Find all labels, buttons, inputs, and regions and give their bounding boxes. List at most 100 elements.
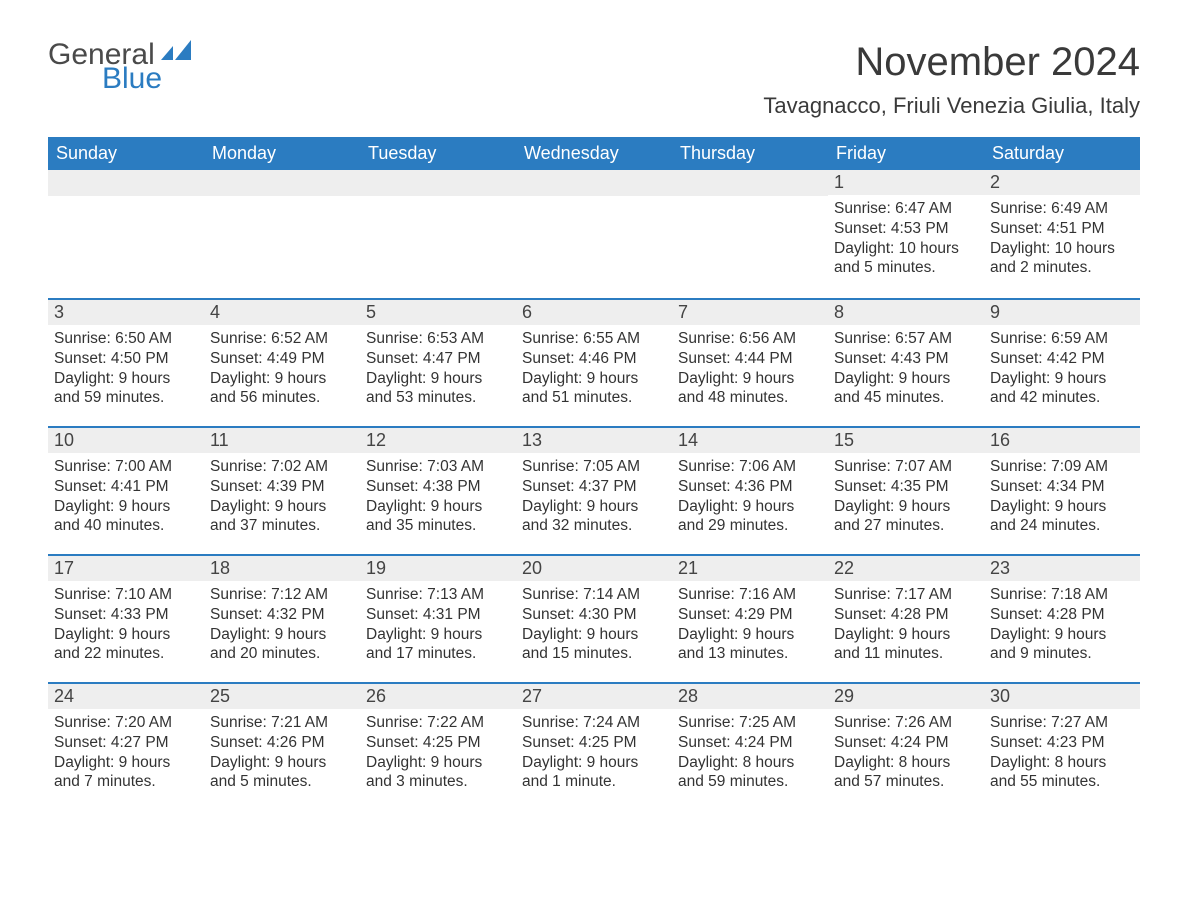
day-body: Sunrise: 7:07 AMSunset: 4:35 PMDaylight:…: [828, 453, 984, 540]
daylight-text: Daylight: 9 hours and 15 minutes.: [522, 625, 666, 665]
daylight-text: Daylight: 8 hours and 59 minutes.: [678, 753, 822, 793]
daylight-text: Daylight: 9 hours and 7 minutes.: [54, 753, 198, 793]
sunset-text: Sunset: 4:28 PM: [990, 605, 1134, 625]
day-number-bar: 23: [984, 554, 1140, 581]
daylight-text: Daylight: 9 hours and 42 minutes.: [990, 369, 1134, 409]
sunrise-text: Sunrise: 7:22 AM: [366, 713, 510, 733]
sunrise-text: Sunrise: 7:18 AM: [990, 585, 1134, 605]
sunrise-text: Sunrise: 7:25 AM: [678, 713, 822, 733]
day-body: Sunrise: 7:10 AMSunset: 4:33 PMDaylight:…: [48, 581, 204, 668]
day-number-bar: 10: [48, 426, 204, 453]
day-number-bar: 3: [48, 298, 204, 325]
header-row: General Blue November 2024 Tavagnacco, F…: [48, 40, 1140, 119]
day-cell: 9Sunrise: 6:59 AMSunset: 4:42 PMDaylight…: [984, 298, 1140, 426]
sunrise-text: Sunrise: 7:09 AM: [990, 457, 1134, 477]
sunrise-text: Sunrise: 7:02 AM: [210, 457, 354, 477]
day-number-bar: 29: [828, 682, 984, 709]
sunrise-text: Sunrise: 7:17 AM: [834, 585, 978, 605]
day-body: Sunrise: 6:52 AMSunset: 4:49 PMDaylight:…: [204, 325, 360, 412]
day-cell: 8Sunrise: 6:57 AMSunset: 4:43 PMDaylight…: [828, 298, 984, 426]
sunrise-text: Sunrise: 7:03 AM: [366, 457, 510, 477]
sunset-text: Sunset: 4:36 PM: [678, 477, 822, 497]
sunset-text: Sunset: 4:47 PM: [366, 349, 510, 369]
day-number-bar: 28: [672, 682, 828, 709]
day-cell: 25Sunrise: 7:21 AMSunset: 4:26 PMDayligh…: [204, 682, 360, 810]
day-cell: 3Sunrise: 6:50 AMSunset: 4:50 PMDaylight…: [48, 298, 204, 426]
day-cell: 16Sunrise: 7:09 AMSunset: 4:34 PMDayligh…: [984, 426, 1140, 554]
day-cell: 4Sunrise: 6:52 AMSunset: 4:49 PMDaylight…: [204, 298, 360, 426]
sunset-text: Sunset: 4:25 PM: [522, 733, 666, 753]
sunset-text: Sunset: 4:29 PM: [678, 605, 822, 625]
sunset-text: Sunset: 4:46 PM: [522, 349, 666, 369]
day-body: Sunrise: 7:09 AMSunset: 4:34 PMDaylight:…: [984, 453, 1140, 540]
week-row: 24Sunrise: 7:20 AMSunset: 4:27 PMDayligh…: [48, 682, 1140, 810]
day-body: Sunrise: 7:26 AMSunset: 4:24 PMDaylight:…: [828, 709, 984, 796]
day-body: Sunrise: 7:06 AMSunset: 4:36 PMDaylight:…: [672, 453, 828, 540]
day-cell: 24Sunrise: 7:20 AMSunset: 4:27 PMDayligh…: [48, 682, 204, 810]
logo-sail-icon: [161, 38, 195, 71]
sunrise-text: Sunrise: 7:20 AM: [54, 713, 198, 733]
day-cell: 11 Sunrise: 7:02 AMSunset: 4:39 PMDayligh…: [204, 426, 360, 554]
sunset-text: Sunset: 4:39 PM: [210, 477, 354, 497]
day-number-bar: 24: [48, 682, 204, 709]
day-cell: 15Sunrise: 7:07 AMSunset: 4:35 PMDayligh…: [828, 426, 984, 554]
day-number-bar: 22: [828, 554, 984, 581]
day-header-cell: Thursday: [672, 137, 828, 170]
day-cell: 23Sunrise: 7:18 AMSunset: 4:28 PMDayligh…: [984, 554, 1140, 682]
day-number-bar: 6: [516, 298, 672, 325]
week-row: 10Sunrise: 7:00 AMSunset: 4:41 PMDayligh…: [48, 426, 1140, 554]
day-body: Sunrise: 7:17 AMSunset: 4:28 PMDaylight:…: [828, 581, 984, 668]
sunset-text: Sunset: 4:44 PM: [678, 349, 822, 369]
sunset-text: Sunset: 4:50 PM: [54, 349, 198, 369]
daylight-text: Daylight: 9 hours and 37 minutes.: [210, 497, 354, 537]
sunrise-text: Sunrise: 7:12 AM: [210, 585, 354, 605]
sunset-text: Sunset: 4:43 PM: [834, 349, 978, 369]
daylight-text: Daylight: 8 hours and 57 minutes.: [834, 753, 978, 793]
sunrise-text: Sunrise: 7:10 AM: [54, 585, 198, 605]
day-number-bar-empty: [48, 170, 204, 196]
day-body: Sunrise: 7:00 AMSunset: 4:41 PMDaylight:…: [48, 453, 204, 540]
daylight-text: Daylight: 9 hours and 32 minutes.: [522, 497, 666, 537]
day-body: Sunrise: 7:21 AMSunset: 4:26 PMDaylight:…: [204, 709, 360, 796]
day-number-bar: 16: [984, 426, 1140, 453]
day-body: Sunrise: 7:12 AMSunset: 4:32 PMDaylight:…: [204, 581, 360, 668]
day-body: Sunrise: 7:18 AMSunset: 4:28 PMDaylight:…: [984, 581, 1140, 668]
weeks-container: 1Sunrise: 6:47 AMSunset: 4:53 PMDaylight…: [48, 170, 1140, 810]
day-number-bar-empty: [516, 170, 672, 196]
day-cell: 29Sunrise: 7:26 AMSunset: 4:24 PMDayligh…: [828, 682, 984, 810]
day-number-bar: 21: [672, 554, 828, 581]
sunset-text: Sunset: 4:31 PM: [366, 605, 510, 625]
sunrise-text: Sunrise: 7:24 AM: [522, 713, 666, 733]
day-number-bar: 14: [672, 426, 828, 453]
daylight-text: Daylight: 9 hours and 35 minutes.: [366, 497, 510, 537]
day-number-bar: 20: [516, 554, 672, 581]
daylight-text: Daylight: 9 hours and 11 minutes.: [834, 625, 978, 665]
sunrise-text: Sunrise: 7:13 AM: [366, 585, 510, 605]
week-row: 17Sunrise: 7:10 AMSunset: 4:33 PMDayligh…: [48, 554, 1140, 682]
sunset-text: Sunset: 4:24 PM: [834, 733, 978, 753]
day-number-bar: 11: [204, 426, 360, 453]
day-body: Sunrise: 6:55 AMSunset: 4:46 PMDaylight:…: [516, 325, 672, 412]
daylight-text: Daylight: 9 hours and 17 minutes.: [366, 625, 510, 665]
day-number-bar: 4: [204, 298, 360, 325]
daylight-text: Daylight: 8 hours and 55 minutes.: [990, 753, 1134, 793]
day-cell: 19Sunrise: 7:13 AMSunset: 4:31 PMDayligh…: [360, 554, 516, 682]
day-cell: 20Sunrise: 7:14 AMSunset: 4:30 PMDayligh…: [516, 554, 672, 682]
day-cell: 18Sunrise: 7:12 AMSunset: 4:32 PMDayligh…: [204, 554, 360, 682]
day-header-row: SundayMondayTuesdayWednesdayThursdayFrid…: [48, 137, 1140, 170]
day-number-bar: 9: [984, 298, 1140, 325]
day-body: Sunrise: 7:20 AMSunset: 4:27 PMDaylight:…: [48, 709, 204, 796]
sunset-text: Sunset: 4:51 PM: [990, 219, 1134, 239]
sunset-text: Sunset: 4:24 PM: [678, 733, 822, 753]
day-number-bar: 27: [516, 682, 672, 709]
day-cell: 30Sunrise: 7:27 AMSunset: 4:23 PMDayligh…: [984, 682, 1140, 810]
daylight-text: Daylight: 9 hours and 5 minutes.: [210, 753, 354, 793]
day-cell: 2Sunrise: 6:49 AMSunset: 4:51 PMDaylight…: [984, 170, 1140, 298]
day-number-bar: 17: [48, 554, 204, 581]
daylight-text: Daylight: 9 hours and 53 minutes.: [366, 369, 510, 409]
sunset-text: Sunset: 4:41 PM: [54, 477, 198, 497]
sunrise-text: Sunrise: 7:27 AM: [990, 713, 1134, 733]
sunrise-text: Sunrise: 7:00 AM: [54, 457, 198, 477]
day-number-bar: 15: [828, 426, 984, 453]
day-body: Sunrise: 7:24 AMSunset: 4:25 PMDaylight:…: [516, 709, 672, 796]
